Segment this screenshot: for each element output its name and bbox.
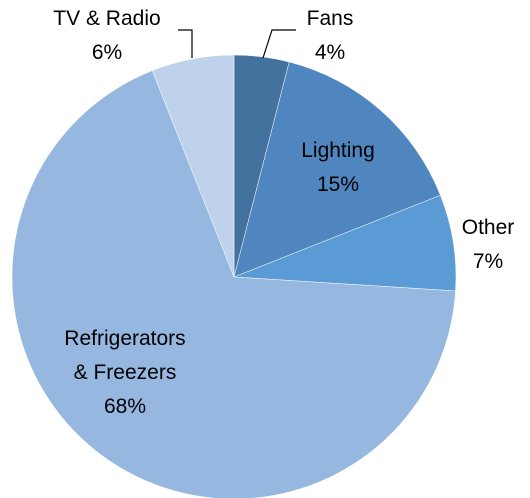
category-label: Other xyxy=(461,216,515,239)
value-label: 4% xyxy=(314,41,346,64)
category-label: Lighting xyxy=(301,139,375,162)
pie-slice xyxy=(151,54,235,278)
pie-slice xyxy=(11,70,456,498)
leader-line xyxy=(262,29,296,59)
slice-label: Refrigerators & Freezers 68% xyxy=(55,322,195,424)
slice-label: Lighting 15% xyxy=(278,134,398,202)
slice-label: Fans 4% xyxy=(290,2,370,70)
value-label: 15% xyxy=(316,173,360,196)
slice-label: TV & Radio 6% xyxy=(27,2,187,70)
value-label: 6% xyxy=(91,41,123,64)
leader-line xyxy=(178,29,193,58)
value-label: 7% xyxy=(472,250,504,273)
slice-label: Other 7% xyxy=(448,211,528,279)
pie-slice xyxy=(233,61,441,278)
category-label: Fans xyxy=(306,7,354,30)
category-label: TV & Radio xyxy=(53,7,161,30)
value-label: 68% xyxy=(103,395,147,418)
category-label: Refrigerators & Freezers xyxy=(64,327,186,384)
